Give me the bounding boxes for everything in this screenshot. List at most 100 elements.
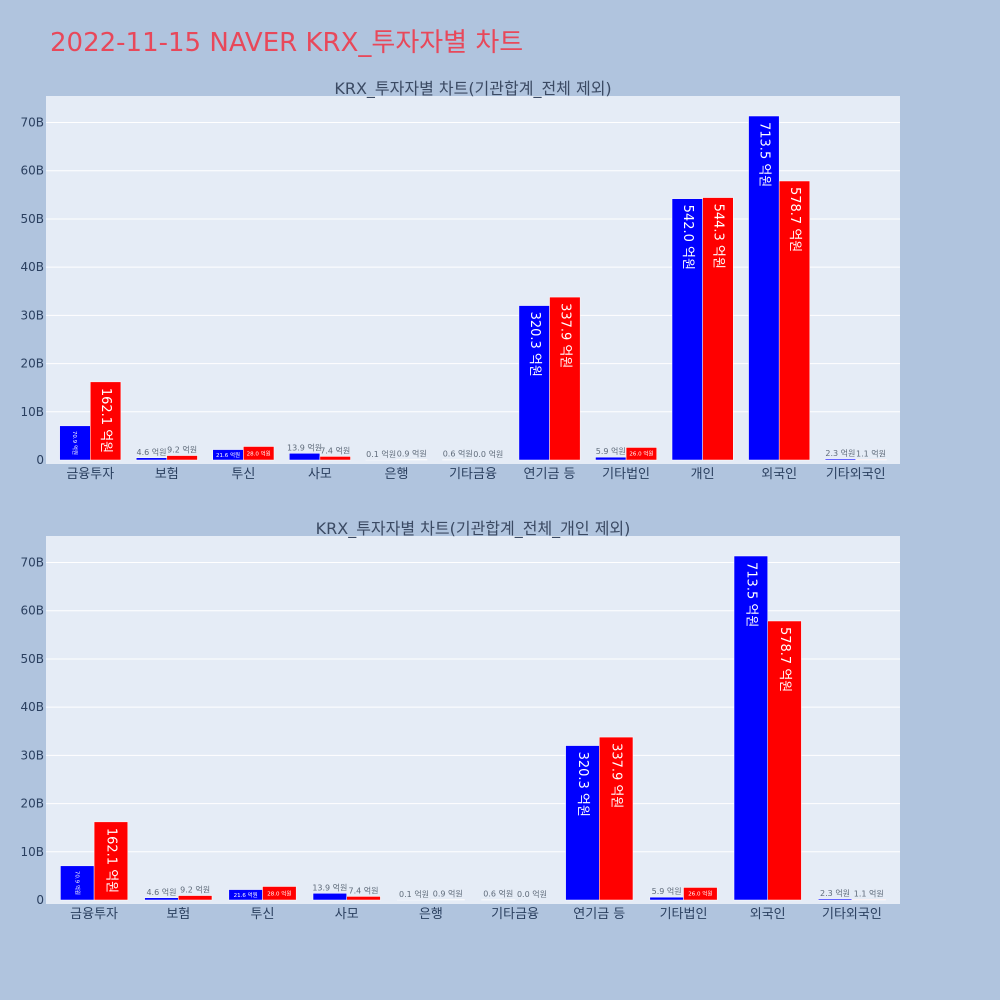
bar <box>778 180 811 461</box>
y-tick-label: 10B <box>20 405 44 419</box>
data-label: 320.3 억원 <box>575 752 590 817</box>
data-label: 0.1 억원 <box>366 449 396 459</box>
x-tick-label: 보험 <box>166 907 190 922</box>
bar <box>312 893 347 901</box>
x-tick-label: 사모 <box>308 467 332 482</box>
bar <box>824 458 856 461</box>
bar <box>166 455 198 461</box>
data-label: 4.6 억원 <box>137 447 167 457</box>
data-label: 7.4 억원 <box>349 885 379 895</box>
x-tick-label: 은행 <box>419 906 443 922</box>
y-tick-label: 40B <box>20 260 44 274</box>
data-label: 1.1 억원 <box>856 448 886 458</box>
bar <box>178 895 213 901</box>
x-tick-label: 외국인 <box>761 467 797 482</box>
bar <box>855 459 887 461</box>
x-tick-label: 보험 <box>155 467 179 482</box>
bar <box>625 447 657 461</box>
x-tick-label: 기타법인 <box>660 907 708 922</box>
x-tick-label: 개인 <box>691 467 715 482</box>
data-label: 0.6 억원 <box>483 889 513 899</box>
x-tick-label: 은행 <box>384 466 408 482</box>
x-tick-label: 금융투자 <box>70 907 118 922</box>
bar <box>289 453 321 461</box>
bar <box>346 896 381 901</box>
bar <box>262 886 297 901</box>
data-label: 26.0 억원 <box>629 450 653 458</box>
bar <box>649 896 684 901</box>
data-label: 544.3 억원 <box>710 204 725 269</box>
y-tick-label: 60B <box>20 164 44 178</box>
data-label: 337.9 억원 <box>557 303 572 368</box>
x-tick-label: 사모 <box>335 907 359 922</box>
data-label: 0.0 억원 <box>517 889 547 899</box>
y-tick-label: 10B <box>20 845 44 859</box>
bar <box>243 446 275 461</box>
x-tick-label: 기타금융 <box>449 467 497 482</box>
bar <box>733 555 768 901</box>
bar <box>702 197 734 461</box>
x-tick-label: 연기금 등 <box>573 907 625 922</box>
y-tick-label: 0 <box>36 453 44 467</box>
x-tick-label: 기타법인 <box>602 467 650 482</box>
data-label: 4.6 억원 <box>146 887 176 897</box>
bar <box>60 865 95 901</box>
y-tick-label: 70B <box>20 116 44 130</box>
data-label: 1.1 억원 <box>854 888 884 898</box>
bar <box>851 899 886 901</box>
bar <box>135 457 168 461</box>
y-tick-label: 0 <box>36 893 44 907</box>
data-label: 578.7 억원 <box>777 627 792 692</box>
chart-title: KRX_투자자별 차트(기관합계_전체_개인 제외) <box>316 519 631 539</box>
data-label: 0.9 억원 <box>433 889 463 899</box>
x-tick-label: 기타외국인 <box>822 907 882 922</box>
data-label: 26.0 억원 <box>688 890 712 898</box>
x-tick-label: 연기금 등 <box>524 467 576 482</box>
bar <box>671 198 703 461</box>
bar <box>767 620 802 901</box>
data-label: 28.0 억원 <box>267 889 291 897</box>
data-label: 5.9 억원 <box>652 886 682 896</box>
bar <box>59 425 91 461</box>
data-label: 337.9 억원 <box>609 743 624 808</box>
data-label: 0.6 억원 <box>443 449 473 459</box>
y-tick-label: 50B <box>20 212 44 226</box>
bar <box>595 456 627 461</box>
y-tick-label: 30B <box>20 748 44 762</box>
data-label: 21.6 억원 <box>216 451 240 459</box>
y-tick-label: 20B <box>20 357 44 371</box>
chart-title: KRX_투자자별 차트(기관합계_전체 제외) <box>334 79 611 99</box>
bar <box>144 897 179 901</box>
data-label: 21.6 억원 <box>234 891 258 899</box>
x-tick-label: 투신 <box>231 467 255 482</box>
data-label: 70.9 억원 <box>71 431 79 455</box>
data-label: 9.2 억원 <box>180 885 210 895</box>
data-label: 542.0 억원 <box>680 205 695 270</box>
data-label: 13.9 억원 <box>312 882 347 892</box>
bar <box>518 305 550 461</box>
page-title: 2022-11-15 NAVER KRX_투자자별 차트 <box>50 28 524 58</box>
bar <box>90 381 122 461</box>
bar <box>565 745 600 901</box>
chart-panel-1: 0 10B 20B 30B 40B 50B 60B 70B KRX_투자자별 차트(기관합계_전… <box>20 79 900 482</box>
x-tick-label: 금융투자 <box>66 467 114 482</box>
x-tick-label: 투신 <box>251 907 275 922</box>
data-label: 713.5 억원 <box>756 122 771 187</box>
data-label: 320.3 억원 <box>527 312 542 377</box>
y-tick-label: 30B <box>20 308 44 322</box>
y-tick-label: 70B <box>20 556 44 570</box>
data-label: 2.3 억원 <box>820 888 850 898</box>
data-label: 0.0 억원 <box>473 449 503 459</box>
x-tick-label: 외국인 <box>750 907 786 922</box>
data-label: 578.7 억원 <box>787 187 802 252</box>
data-label: 713.5 억원 <box>743 562 758 627</box>
y-tick-label: 60B <box>20 604 44 618</box>
bar <box>748 115 780 461</box>
y-tick-label: 20B <box>20 797 44 811</box>
data-label: 2.3 억원 <box>825 448 855 458</box>
data-label: 13.9 억원 <box>287 442 322 452</box>
bar <box>599 736 634 901</box>
bar <box>319 456 351 461</box>
data-label: 5.9 억원 <box>596 446 626 456</box>
